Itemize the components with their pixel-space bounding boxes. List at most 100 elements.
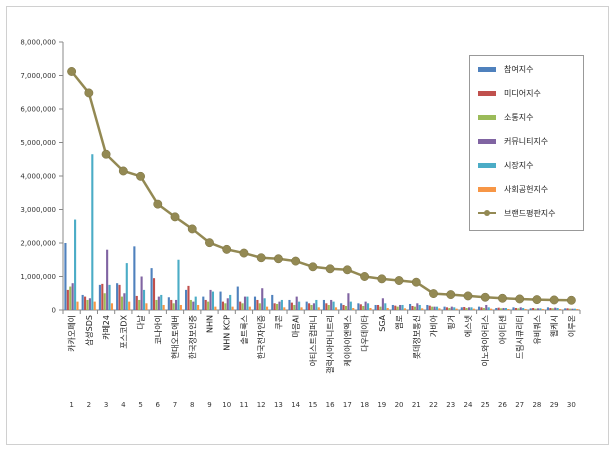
bar — [152, 278, 156, 310]
bar — [428, 305, 431, 310]
category-label: 한국전자인증 — [256, 315, 266, 359]
bar — [334, 307, 338, 310]
bar-series-group — [64, 154, 579, 310]
bar — [261, 288, 264, 310]
bar — [69, 286, 72, 310]
bar — [450, 306, 453, 310]
bar — [145, 303, 148, 310]
bar — [288, 299, 291, 310]
bar — [485, 304, 488, 310]
bar — [226, 298, 229, 310]
legend-item-communication: 소통지수 — [478, 110, 533, 124]
rank-label: 12 — [257, 401, 266, 409]
line-point — [291, 256, 301, 266]
bar — [142, 289, 146, 310]
line-point — [549, 295, 559, 305]
rank-label: 1 — [69, 401, 73, 409]
bar — [256, 299, 259, 310]
category-label: 롯데정보통신 — [411, 315, 421, 359]
rank-label: 7 — [173, 401, 177, 409]
bar — [504, 307, 507, 310]
bar — [241, 303, 244, 310]
rank-label: 27 — [515, 401, 524, 409]
bar — [558, 308, 562, 310]
bar — [300, 307, 303, 310]
bar — [376, 304, 380, 310]
bar — [495, 307, 498, 310]
bar — [467, 307, 471, 310]
line-point — [84, 88, 94, 98]
bar — [315, 299, 318, 310]
line-point — [498, 293, 507, 303]
bar — [564, 308, 567, 310]
rank-label: 25 — [481, 401, 490, 409]
legend-label-community: 커뮤니티지수 — [504, 136, 549, 146]
bar — [133, 246, 136, 310]
bar — [532, 307, 535, 310]
bar — [202, 296, 205, 310]
category-label: 드림시큐리티 — [515, 315, 525, 359]
category-label: 마음AI — [292, 315, 301, 338]
line-point — [342, 265, 352, 275]
legend-label-social-contribution: 사회공헌지수 — [504, 184, 549, 194]
bar — [246, 296, 249, 310]
bar — [86, 299, 89, 310]
bar — [258, 303, 261, 310]
rank-label: 5 — [138, 401, 142, 409]
bar — [290, 302, 293, 310]
legend-swatch-media — [478, 90, 496, 96]
bar — [135, 295, 138, 310]
bar — [396, 306, 399, 310]
rank-label: 24 — [464, 401, 473, 409]
bar — [236, 286, 239, 310]
bar — [197, 304, 200, 310]
y-tick-label: 0 — [52, 307, 56, 315]
bar — [155, 299, 158, 310]
bar — [221, 301, 225, 310]
category-label: 포스코DX — [119, 314, 128, 348]
rank-label: 3 — [104, 401, 108, 409]
category-label: 카카오페이 — [67, 315, 77, 352]
rank-label: 2 — [87, 401, 91, 409]
bar — [517, 308, 520, 310]
bar — [192, 301, 195, 310]
rank-label: 29 — [550, 401, 559, 409]
bar — [330, 299, 333, 310]
bar — [359, 304, 362, 310]
bar — [435, 306, 439, 310]
line-point — [360, 272, 370, 281]
category-label: NHN KCP — [223, 315, 232, 351]
axis-labels-group: 0 1,000,000 2,000,000 3,000,000 4,000,000 5,0… — [20, 39, 576, 410]
legend-swatch-community — [478, 138, 496, 144]
bar — [534, 308, 537, 310]
bar — [187, 285, 190, 310]
legend-swatch-social-contribution — [478, 186, 496, 192]
line-point — [205, 238, 214, 248]
bar — [219, 291, 222, 310]
bar — [381, 298, 384, 310]
bar — [482, 307, 485, 310]
bar — [64, 243, 67, 310]
bar — [167, 297, 170, 310]
bar — [204, 299, 207, 310]
line-point — [463, 291, 473, 301]
line-series-group — [67, 67, 576, 305]
bar — [325, 303, 328, 310]
line-point — [308, 262, 318, 272]
bar — [175, 299, 178, 310]
legend-item-social-contribution: 사회공헌지수 — [478, 182, 548, 196]
bar — [366, 303, 370, 310]
category-label: 엠로 — [394, 315, 404, 330]
bar — [140, 276, 143, 310]
category-label: 케이아이엔엑스 — [342, 315, 352, 367]
bar — [88, 298, 91, 310]
bar — [443, 306, 446, 310]
rank-label: 22 — [429, 401, 438, 409]
category-label: SGA — [378, 314, 387, 331]
rank-label: 4 — [121, 401, 126, 409]
bar — [374, 304, 377, 310]
bar — [344, 305, 348, 310]
bar — [123, 293, 126, 310]
line-point — [480, 292, 490, 302]
rank-label: 14 — [291, 401, 300, 409]
